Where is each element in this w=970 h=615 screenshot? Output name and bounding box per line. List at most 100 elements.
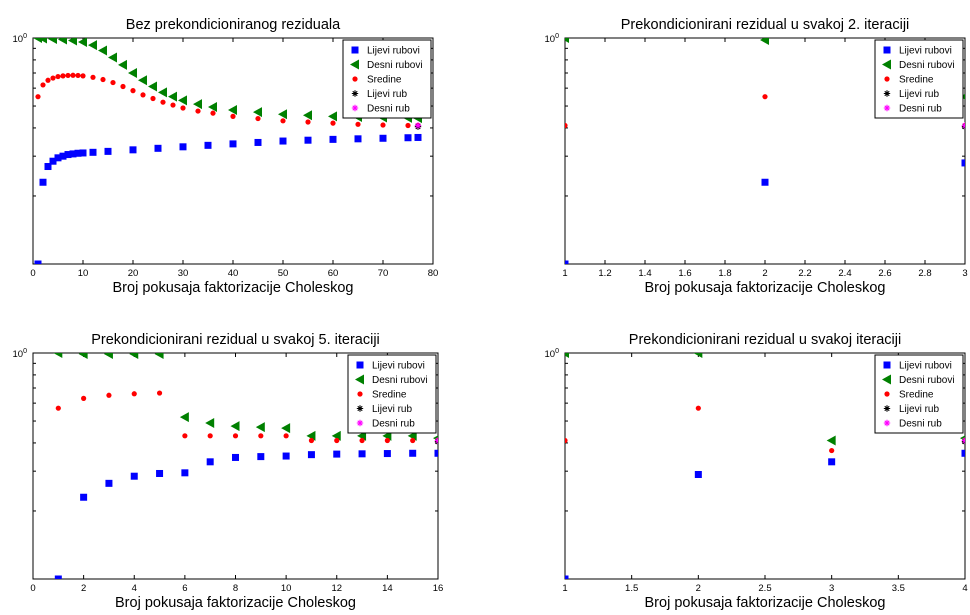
- legend: Lijevi rubovi Desni rubovi Sredine Lijevi r…: [343, 40, 431, 118]
- data-point: [696, 406, 701, 411]
- legend-marker: [352, 47, 359, 54]
- x-tick-label: 4: [962, 583, 967, 594]
- data-point: [50, 75, 55, 80]
- legend-entry: Desni rub: [367, 104, 410, 115]
- data-point: [255, 116, 260, 121]
- chart-panel-3: Prekondicionirani rezidual u svakoj 5. i…: [13, 332, 444, 611]
- x-tick-label: 6: [182, 583, 187, 594]
- data-point: [45, 78, 50, 83]
- data-point: [35, 94, 40, 99]
- data-point: [410, 438, 415, 443]
- legend-entry: Desni rubovi: [367, 60, 423, 71]
- legend: Lijevi rubovi Desni rubovi Sredine Lijevi r…: [875, 355, 963, 433]
- data-point: [207, 458, 214, 465]
- data-point: [181, 469, 188, 476]
- data-point: [205, 142, 212, 149]
- data-point: [334, 438, 339, 443]
- data-point: [829, 448, 834, 453]
- data-point: [762, 179, 769, 186]
- legend-entry: Lijevi rub: [899, 404, 939, 415]
- data-point: [330, 136, 337, 143]
- y-tick-label-exponent: 0: [23, 33, 27, 40]
- x-tick-label: 12: [331, 583, 342, 594]
- data-point: [182, 433, 187, 438]
- x-tick-label: 10: [78, 268, 89, 279]
- y-tick-label-exponent: 0: [555, 348, 559, 355]
- legend-marker: [884, 362, 891, 369]
- data-point: [284, 433, 289, 438]
- data-point: [230, 140, 237, 147]
- y-tick-label-base: 10: [13, 34, 24, 45]
- legend-marker: [884, 47, 891, 54]
- legend-entry: Lijevi rubovi: [899, 361, 952, 372]
- data-point: [131, 473, 138, 480]
- y-tick-label-base: 10: [545, 34, 556, 45]
- x-tick-label: 14: [382, 583, 393, 594]
- legend-entry: Sredine: [899, 75, 934, 86]
- data-point: [280, 118, 285, 123]
- data-point: [359, 450, 366, 457]
- x-tick-label: 1: [562, 268, 567, 279]
- legend-entry: Lijevi rub: [899, 89, 939, 100]
- x-tick-label: 2: [81, 583, 86, 594]
- data-point: [180, 105, 185, 110]
- legend-marker: [357, 391, 362, 396]
- data-point: [60, 73, 65, 78]
- data-point: [90, 149, 97, 156]
- legend-entry: Desni rub: [899, 104, 942, 115]
- data-point: [828, 458, 835, 465]
- data-point: [283, 453, 290, 460]
- data-point: [80, 149, 87, 156]
- data-point: [280, 138, 287, 145]
- data-point: [309, 438, 314, 443]
- data-point: [258, 433, 263, 438]
- x-tick-label: 50: [278, 268, 289, 279]
- data-point: [333, 451, 340, 458]
- x-tick-label: 2: [762, 268, 767, 279]
- data-point: [405, 134, 412, 141]
- x-tick-label: 80: [428, 268, 439, 279]
- x-tick-label: 30: [178, 268, 189, 279]
- data-point: [132, 391, 137, 396]
- data-point: [150, 96, 155, 101]
- x-tick-label: 3.5: [892, 583, 905, 594]
- x-axis-label: Broj pokusaja faktorizacije Choleskog: [645, 280, 886, 296]
- x-tick-label: 2.8: [918, 268, 931, 279]
- x-tick-label: 1.2: [598, 268, 611, 279]
- x-tick-label: 2.4: [838, 268, 851, 279]
- data-point: [232, 454, 239, 461]
- x-tick-label: 3: [829, 583, 834, 594]
- y-tick-label-base: 10: [545, 349, 556, 360]
- data-point: [384, 450, 391, 457]
- data-point: [81, 396, 86, 401]
- data-point: [415, 134, 422, 141]
- legend-marker: [884, 105, 890, 111]
- data-point: [195, 108, 200, 113]
- data-point: [140, 92, 145, 97]
- data-point: [409, 450, 416, 457]
- legend-entry: Lijevi rub: [372, 404, 412, 415]
- legend-entry: Sredine: [367, 75, 402, 86]
- data-point: [385, 438, 390, 443]
- x-tick-label: 1.4: [638, 268, 651, 279]
- legend-marker: [884, 90, 890, 96]
- legend-entry: Sredine: [899, 390, 934, 401]
- x-tick-label: 1.6: [678, 268, 691, 279]
- data-point: [170, 102, 175, 107]
- data-point: [257, 453, 264, 460]
- x-axis-label: Broj pokusaja faktorizacije Choleskog: [113, 280, 354, 296]
- y-tick-label-base: 10: [13, 349, 24, 360]
- data-point: [330, 121, 335, 126]
- data-point: [305, 137, 312, 144]
- data-point: [180, 143, 187, 150]
- data-point: [230, 114, 235, 119]
- legend-entry: Desni rub: [372, 419, 415, 430]
- x-tick-label: 4: [132, 583, 137, 594]
- data-point: [380, 122, 385, 127]
- x-tick-label: 70: [378, 268, 389, 279]
- data-point: [65, 73, 70, 78]
- chart-title: Bez prekondicioniranog reziduala: [126, 17, 341, 33]
- legend-entry: Desni rubovi: [899, 375, 955, 386]
- data-point: [233, 433, 238, 438]
